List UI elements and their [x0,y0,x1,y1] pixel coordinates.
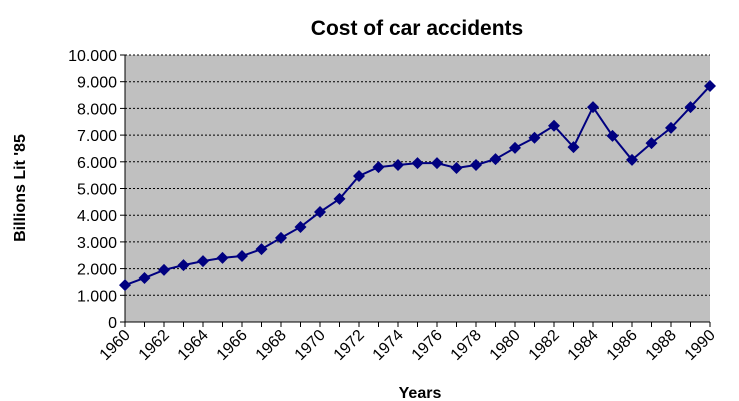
x-tick-label: 1990 [682,327,719,364]
data-point [216,251,229,264]
y-tick-label: 2.000 [77,262,117,279]
data-point [665,121,677,134]
y-tick-label: 7.000 [77,128,117,145]
data-point [470,159,482,172]
data-point [606,129,619,142]
x-tick-label: 1964 [175,327,212,364]
data-point [333,192,346,205]
y-tick-label: 3.000 [77,235,117,252]
data-point [177,259,190,272]
data-point [138,271,151,284]
y-tick-label: 1.000 [77,288,117,305]
y-tick-label: 10.000 [68,48,117,65]
data-point [704,79,716,92]
data-point [489,153,502,166]
data-point [255,243,268,256]
x-tick-label: 1970 [292,327,329,364]
x-tick-label: 1972 [331,327,368,364]
x-tick-label: 1982 [526,327,563,364]
data-point [450,161,463,174]
y-tick-label: 5.000 [77,182,117,199]
x-tick-label: 1988 [643,327,680,364]
data-point [548,119,560,132]
x-tick-label: 1986 [604,327,641,364]
data-point [158,263,170,276]
x-tick-label: 1980 [487,327,524,364]
data-point [645,137,658,150]
x-tick-label: 1966 [214,327,251,364]
data-point [392,159,404,172]
data-point [119,279,131,292]
x-axis-label: Years [399,385,442,401]
data-point [528,131,541,144]
x-tick-label: 1962 [136,327,173,364]
data-point [684,101,697,114]
y-tick-label: 9.000 [77,75,117,92]
data-point [236,250,248,263]
chart-title: Cost of car accidents [311,17,523,40]
data-point [197,255,209,268]
data-point [567,141,580,154]
data-point [275,231,287,244]
data-point [353,169,365,182]
data-point [372,161,385,174]
x-tick-label: 1984 [565,327,602,364]
data-point [294,220,307,233]
y-axis-label: Billions Lit '85 [12,134,29,242]
y-tick-label: 0 [108,315,117,332]
data-point [626,153,638,166]
data-point [314,205,326,218]
data-point [587,101,599,114]
x-tick-label: 1960 [97,327,134,364]
y-tick-label: 6.000 [77,155,117,172]
data-point [431,157,443,170]
y-tick-label: 8.000 [77,101,117,118]
x-tick-label: 1976 [409,327,446,364]
x-tick-label: 1978 [448,327,485,364]
y-tick-label: 4.000 [77,208,117,225]
data-point [411,157,424,170]
x-tick-label: 1974 [370,327,407,364]
x-tick-label: 1968 [253,327,290,364]
data-point [509,141,521,154]
